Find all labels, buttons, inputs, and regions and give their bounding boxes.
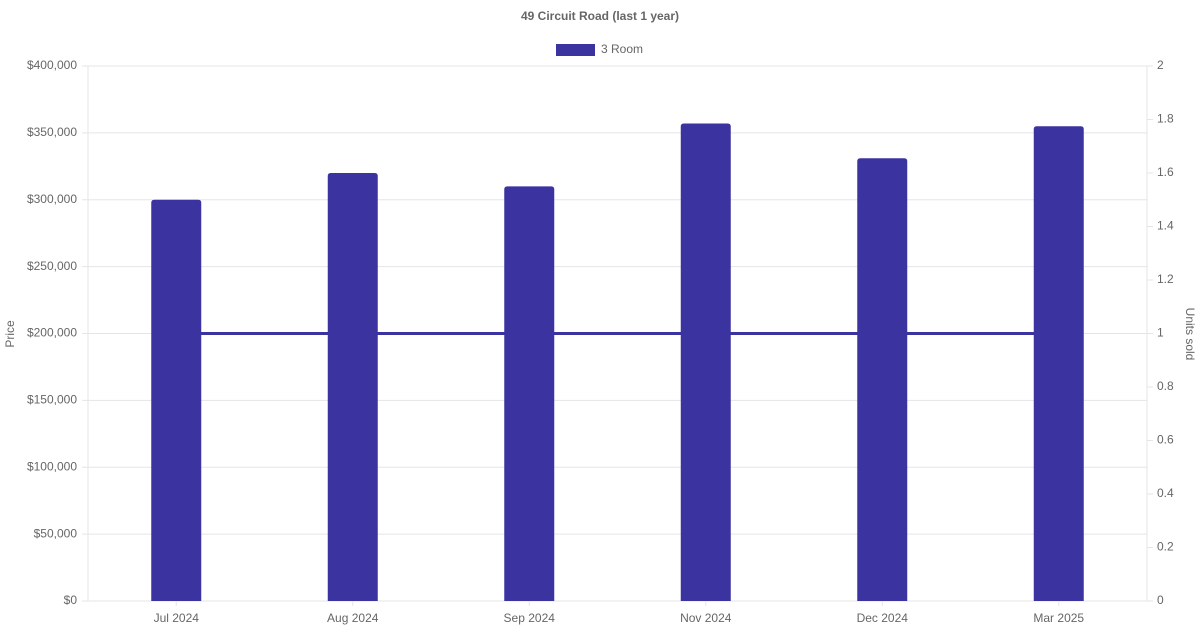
y2-tick-label: 1.6 <box>1157 165 1174 179</box>
y2-tick-label: 1.4 <box>1157 219 1174 233</box>
bar <box>857 158 908 601</box>
x-tick-label: Jul 2024 <box>154 611 200 625</box>
x-tick-label: Nov 2024 <box>680 611 732 625</box>
y-tick-label: $400,000 <box>27 58 77 72</box>
bar <box>680 123 731 601</box>
y2-tick-label: 1.8 <box>1157 112 1174 126</box>
y2-tick-label: 0.8 <box>1157 379 1174 393</box>
y2-tick-label: 1.2 <box>1157 272 1174 286</box>
x-tick-label: Dec 2024 <box>857 611 909 625</box>
y-tick-label: $250,000 <box>27 259 77 273</box>
y2-tick-label: 2 <box>1157 58 1164 72</box>
y-tick-label: $150,000 <box>27 393 77 407</box>
bar <box>1033 126 1084 601</box>
bar <box>151 199 202 601</box>
chart-title: 49 Circuit Road (last 1 year) <box>521 9 679 23</box>
y-tick-label: $200,000 <box>27 326 77 340</box>
bar <box>327 173 378 601</box>
y-tick-label: $0 <box>64 593 78 607</box>
x-tick-label: Sep 2024 <box>504 611 556 625</box>
y2-tick-label: 0.4 <box>1157 486 1174 500</box>
legend-swatch <box>556 44 595 56</box>
y2-tick-label: 0 <box>1157 593 1164 607</box>
x-tick-label: Mar 2025 <box>1033 611 1084 625</box>
y-tick-label: $100,000 <box>27 459 77 473</box>
bar <box>504 186 555 601</box>
y-tick-label: $300,000 <box>27 192 77 206</box>
y2-tick-label: 0.2 <box>1157 540 1174 554</box>
legend-label: 3 Room <box>601 42 643 56</box>
y-tick-label: $350,000 <box>27 125 77 139</box>
x-tick-label: Aug 2024 <box>327 611 379 625</box>
y2-tick-label: 1 <box>1157 326 1164 340</box>
y-axis-title: Price <box>3 320 17 348</box>
y-tick-label: $50,000 <box>34 526 78 540</box>
y2-tick-label: 0.6 <box>1157 433 1174 447</box>
y2-axis-title: Units sold <box>1183 308 1197 361</box>
